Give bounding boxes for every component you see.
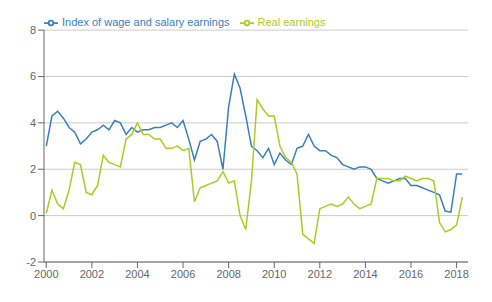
- svg-text:2: 2: [30, 163, 36, 175]
- svg-text:2006: 2006: [171, 268, 195, 280]
- svg-text:2014: 2014: [353, 268, 377, 280]
- html-text:Real earnings: Real earnings: [257, 16, 326, 28]
- svg-text:2004: 2004: [125, 268, 149, 280]
- svg-text:2002: 2002: [80, 268, 104, 280]
- svg-text:2008: 2008: [216, 268, 240, 280]
- svg-text:-2: -2: [26, 256, 36, 268]
- svg-text:2016: 2016: [399, 268, 423, 280]
- svg-text:6: 6: [30, 70, 36, 82]
- svg-text:2010: 2010: [262, 268, 286, 280]
- svg-text:2000: 2000: [34, 268, 58, 280]
- svg-text:0: 0: [30, 210, 36, 222]
- svg-text:2012: 2012: [308, 268, 332, 280]
- svg-text:2018: 2018: [444, 268, 468, 280]
- svg-text:8: 8: [30, 24, 36, 36]
- svg-text:4: 4: [30, 117, 36, 129]
- html-text:Index of wage and salary earni: Index of wage and salary earnings: [62, 16, 230, 28]
